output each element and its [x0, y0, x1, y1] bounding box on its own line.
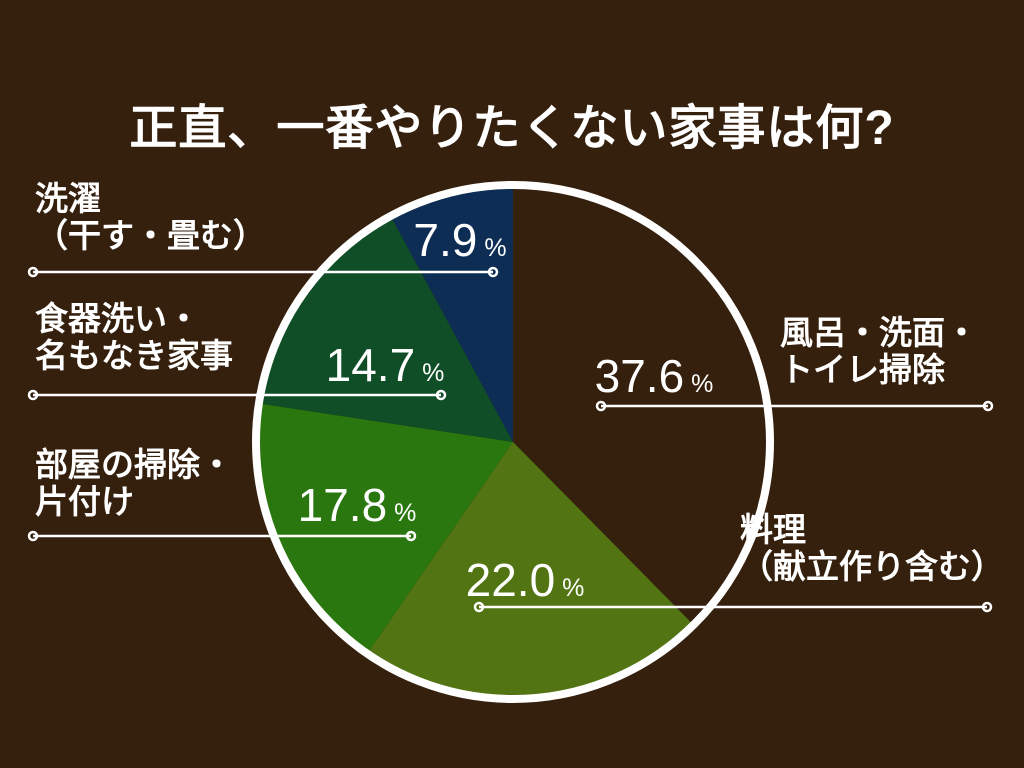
callout-rooms-line2: 片付け — [35, 483, 134, 520]
leader-dot-dishes-start — [27, 389, 39, 401]
leader-dot-bath-start — [595, 400, 607, 412]
percent-sign: % — [562, 574, 585, 602]
leader-dot-laundry-start — [27, 266, 39, 278]
callout-cooking: 料理 （献立作り含む） — [740, 511, 1004, 585]
pie-slice-1 — [368, 442, 693, 697]
leader-dot-laundry-end — [487, 266, 499, 278]
slice-value-bath: 37.6% — [595, 353, 714, 399]
callout-bath: 風呂・洗面・ トイレ掃除 — [780, 314, 978, 388]
slice-value-number: 7.9 — [413, 214, 478, 266]
callout-dishes-line2: 名もなき家事 — [35, 337, 233, 374]
pie-slice-2 — [257, 403, 513, 652]
percent-sign: % — [484, 234, 507, 262]
callout-rooms-line1: 部屋の掃除・ — [35, 446, 233, 483]
callout-rooms: 部屋の掃除・ 片付け — [35, 446, 233, 520]
leader-dot-cooking-start — [473, 601, 485, 613]
callout-bath-line2: トイレ掃除 — [780, 351, 945, 388]
slice-value-cooking: 22.0% — [466, 557, 585, 603]
slice-value-number: 17.8 — [297, 479, 388, 531]
percent-sign: % — [422, 359, 445, 387]
slice-value-laundry: 7.9% — [413, 217, 506, 263]
slice-value-number: 22.0 — [465, 554, 556, 606]
leader-dot-bath-end — [982, 400, 994, 412]
slice-value-rooms: 17.8% — [298, 482, 417, 528]
leader-dot-rooms-end — [405, 530, 417, 542]
slice-value-number: 37.6 — [594, 350, 685, 402]
callout-cooking-line1: 料理 — [740, 511, 806, 548]
percent-sign: % — [394, 499, 417, 527]
pie-outline-ring — [252, 181, 774, 703]
callout-bath-line1: 風呂・洗面・ — [780, 314, 978, 351]
callout-dishes-line1: 食器洗い・ — [35, 300, 200, 337]
callout-laundry-line2: （干す・畳む） — [35, 217, 266, 254]
slice-value-number: 14.7 — [325, 339, 416, 391]
callout-laundry: 洗濯 （干す・畳む） — [35, 180, 266, 254]
leader-dot-dishes-end — [435, 389, 447, 401]
percent-sign: % — [691, 370, 714, 398]
chart-title: 正直、一番やりたくない家事は何? — [129, 102, 895, 156]
slice-value-dishes: 14.7% — [326, 342, 445, 388]
leader-dot-rooms-start — [27, 530, 39, 542]
leader-dot-cooking-end — [981, 601, 993, 613]
pie-slice-4 — [391, 187, 513, 442]
callout-dishes: 食器洗い・ 名もなき家事 — [35, 300, 233, 374]
callout-laundry-line1: 洗濯 — [35, 180, 101, 217]
callout-cooking-line2: （献立作り含む） — [740, 548, 1004, 585]
